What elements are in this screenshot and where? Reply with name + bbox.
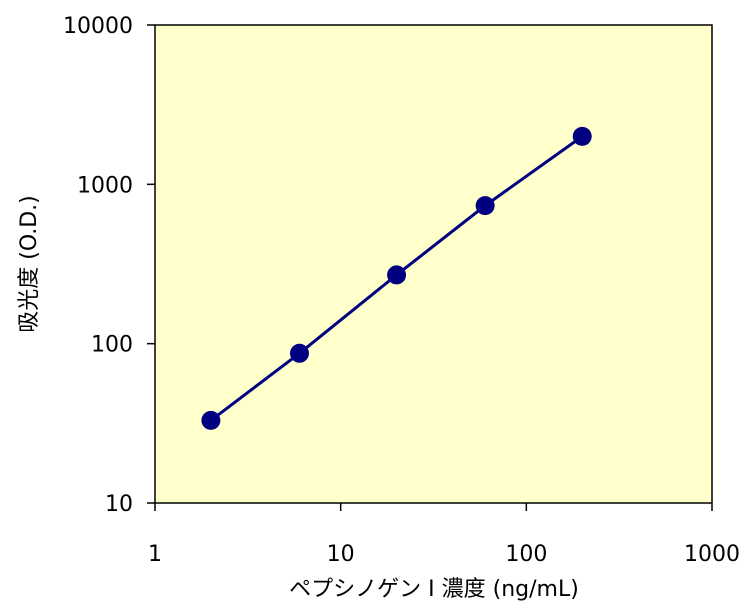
y-tick-label: 100: [91, 333, 133, 358]
data-point: [201, 411, 220, 430]
data-point: [476, 196, 495, 215]
plot-area: [155, 25, 712, 503]
y-tick-label: 10: [105, 492, 133, 517]
y-tick-label: 10000: [63, 14, 133, 39]
y-tick-label: 1000: [77, 173, 133, 198]
x-tick-label: 10: [327, 542, 355, 567]
x-axis-ticks: 1 10 100 1000: [148, 503, 740, 567]
data-point: [290, 344, 309, 363]
data-point: [573, 127, 592, 146]
x-axis-label: ペプシノゲン Ⅰ 濃度 (ng/mL): [289, 577, 579, 602]
data-point: [387, 265, 406, 284]
x-tick-label: 100: [505, 542, 547, 567]
x-tick-label: 1: [148, 542, 162, 567]
x-tick-label: 1000: [684, 542, 740, 567]
y-axis-ticks: 10 100 1000 10000: [63, 14, 155, 517]
y-axis-label: 吸光度 (O.D.): [17, 195, 42, 333]
